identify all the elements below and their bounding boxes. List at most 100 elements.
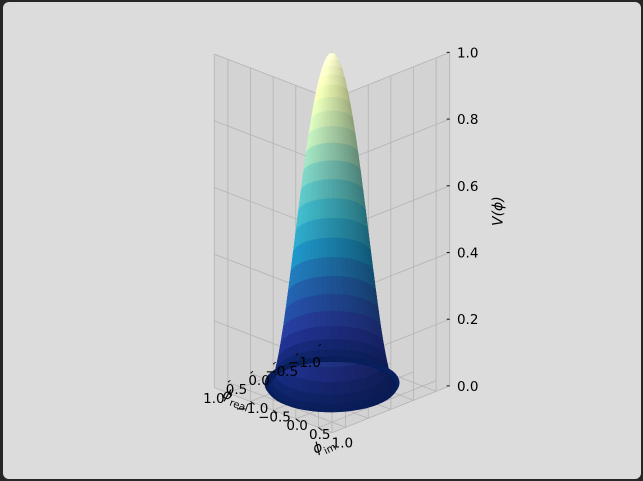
surface-patch [331,393,340,405]
surface-patch [323,218,329,239]
z-tick-label: 0.8 [457,112,478,128]
surface-patch [344,392,352,404]
x-tick-label: 0.5 [226,382,247,398]
surface-patch [320,294,328,313]
surface-patch [331,179,337,200]
surface-patch [321,276,328,296]
surface-patch [331,198,337,219]
axes-ticks: −1.0−0.50.00.51.0−1.0−0.50.00.51.00.00.2… [203,45,478,451]
surface-patch [353,357,362,365]
z-tick-label: 0.0 [457,379,478,395]
x-tick-label: 1.0 [203,391,224,407]
surface-patch [328,142,333,162]
surface-patch [343,326,351,341]
figure-window: −1.0 −0.5 0.0 0.5 1.0 −1.0 −0.5 0.0 0.5 1.0 0.0 0.2… [3,2,641,479]
surface-patch [322,237,329,259]
surface-patch [331,257,338,277]
surface-patch [336,294,344,312]
z-tick-label: 0.6 [457,179,478,195]
surface-patch [342,311,350,328]
surface-patch [342,294,349,313]
surface-patch [337,365,345,382]
z-tick-label: 0.2 [457,312,478,328]
x-tick-label: −1.0 [288,355,321,371]
y-tick-label: 0.0 [286,418,307,434]
surface-patch [331,310,339,327]
surface-patch [317,402,326,411]
y-tick [227,392,233,397]
y-tick [272,409,278,414]
surface-patch [331,338,339,351]
surface-patch [331,349,340,358]
y-tick-label: 1.0 [332,436,353,452]
surface-patch [325,325,333,340]
potential-surface [264,52,400,413]
surface-patch [321,257,328,278]
axis-label-subscript: im [322,442,338,457]
surface-patch [324,179,329,200]
y-tick [250,401,255,405]
y-tick [318,427,323,431]
surface-patch [331,84,335,98]
surface-plot: −1.0−0.50.00.51.0−1.0−0.50.00.51.00.00.2… [203,45,507,457]
surface-patch [331,366,339,383]
surface-patch [325,381,333,395]
z-gridline-left [214,53,333,100]
surface-patch [331,55,334,61]
surface-patch [337,338,346,351]
surface-patch [331,142,336,162]
surface-patch [338,402,347,410]
surface-patch [326,257,333,277]
surface-patch [335,217,341,239]
surface-patch [318,393,326,404]
surface-patch [335,179,340,200]
surface-patch [328,160,333,180]
surface-patch [314,311,322,328]
surface-patch [336,276,343,296]
surface-patch [324,356,333,362]
surface-patch [323,198,329,220]
y-tick-label: −0.5 [258,410,291,426]
surface-patch [324,393,333,405]
surface-patch [335,198,341,219]
surface-patch [327,217,333,239]
surface-patch [331,126,336,144]
surface-patch [325,366,333,383]
surface-patch [331,59,334,67]
surface-patch [336,257,343,278]
surface-patch [329,110,333,127]
surface-patch [311,402,320,410]
x-tick [272,361,276,365]
surface-patch [328,126,333,144]
surface-patch [329,96,333,112]
surface-patch [331,74,335,86]
surface-patch [325,338,333,351]
surface-patch [343,339,352,352]
surface-patch [324,403,333,411]
surface-patch [331,403,340,411]
surface-patch [338,349,346,359]
surface-patch [326,294,333,312]
surface-patch [326,276,333,295]
surface-patch [313,326,321,341]
surface-patch [331,66,334,76]
surface-patch [331,276,338,295]
surface-patch [341,276,348,296]
z-gridline-right [331,51,450,100]
surface-patch [327,198,333,219]
x-tick [227,379,231,383]
y-tick-label: 0.5 [309,427,330,443]
surface-patch [337,325,345,341]
surface-patch [335,237,342,259]
surface-patch [337,380,346,395]
y-tick-label: −1.0 [236,401,269,417]
surface-patch [312,392,320,404]
surface-patch [344,401,353,410]
z-tick-label: 1.0 [457,45,478,61]
surface-patch [327,237,333,258]
z-axis-label: V(ϕ) [491,196,507,226]
surface-patch [318,380,327,395]
surface-patch [331,96,335,112]
surface-patch [331,325,339,340]
x-tick-label: −0.5 [265,364,298,380]
